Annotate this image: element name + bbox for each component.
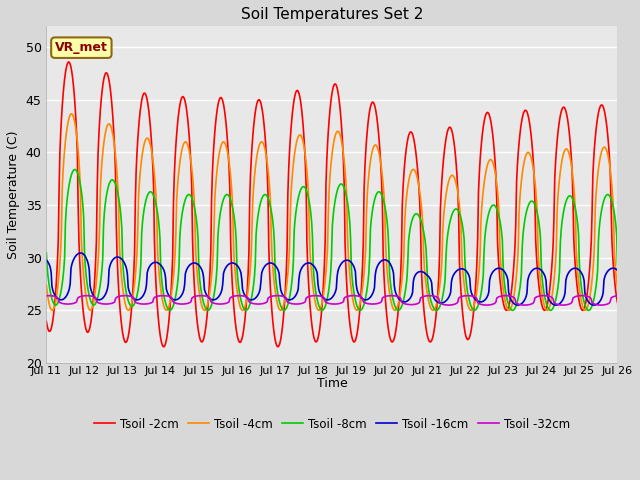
Tsoil -16cm [170,297,178,302]
Tsoil -32cm [42,293,50,299]
Tsoil -32cm [45,293,52,299]
Tsoil -4cm [239,308,246,313]
Tsoil -32cm [419,294,427,300]
Tsoil -4cm [68,111,76,117]
Tsoil -8cm [403,282,410,288]
Tsoil -16cm [77,250,84,256]
Tsoil -16cm [403,299,410,304]
Tsoil -8cm [170,300,178,305]
Tsoil -8cm [419,225,427,231]
Tsoil -8cm [42,250,50,256]
Line: Tsoil -16cm: Tsoil -16cm [46,253,618,305]
Tsoil -16cm [42,257,50,263]
Tsoil -4cm [420,252,428,258]
Tsoil -8cm [113,184,120,190]
Tsoil -4cm [42,282,50,288]
Tsoil -32cm [113,295,120,300]
Tsoil -4cm [200,308,208,313]
Tsoil -2cm [172,156,179,162]
X-axis label: Time: Time [317,377,348,390]
Tsoil -2cm [403,141,411,146]
Line: Tsoil -2cm: Tsoil -2cm [46,62,618,347]
Tsoil -32cm [200,293,208,299]
Legend: Tsoil -2cm, Tsoil -4cm, Tsoil -8cm, Tsoil -16cm, Tsoil -32cm: Tsoil -2cm, Tsoil -4cm, Tsoil -8cm, Tsoi… [89,413,575,435]
Tsoil -2cm [420,304,428,310]
Title: Soil Temperatures Set 2: Soil Temperatures Set 2 [241,7,423,22]
Tsoil -2cm [42,319,50,324]
Tsoil -4cm [614,286,621,291]
Tsoil -16cm [419,269,427,275]
Tsoil -8cm [614,262,621,267]
Line: Tsoil -8cm: Tsoil -8cm [46,169,618,311]
Tsoil -2cm [53,273,61,279]
Tsoil -4cm [113,161,120,167]
Tsoil -16cm [200,287,208,292]
Tsoil -16cm [614,267,621,273]
Line: Tsoil -32cm: Tsoil -32cm [46,296,618,305]
Tsoil -2cm [614,300,621,305]
Tsoil -32cm [170,300,178,305]
Tsoil -8cm [433,308,440,313]
Tsoil -8cm [200,303,208,309]
Line: Tsoil -4cm: Tsoil -4cm [46,114,618,311]
Y-axis label: Soil Temperature (C): Soil Temperature (C) [7,130,20,259]
Tsoil -32cm [597,302,605,308]
Tsoil -4cm [53,292,61,298]
Tsoil -2cm [65,59,72,65]
Tsoil -8cm [71,167,79,172]
Text: VR_met: VR_met [55,41,108,54]
Tsoil -4cm [403,190,411,196]
Tsoil -2cm [113,221,120,227]
Tsoil -32cm [54,295,61,300]
Tsoil -2cm [202,328,209,334]
Tsoil -32cm [614,293,621,299]
Tsoil -32cm [403,301,410,307]
Tsoil -16cm [590,302,598,308]
Tsoil -4cm [170,264,178,270]
Tsoil -16cm [53,295,61,300]
Tsoil -8cm [53,302,61,308]
Tsoil -2cm [160,344,168,349]
Tsoil -16cm [113,254,120,260]
